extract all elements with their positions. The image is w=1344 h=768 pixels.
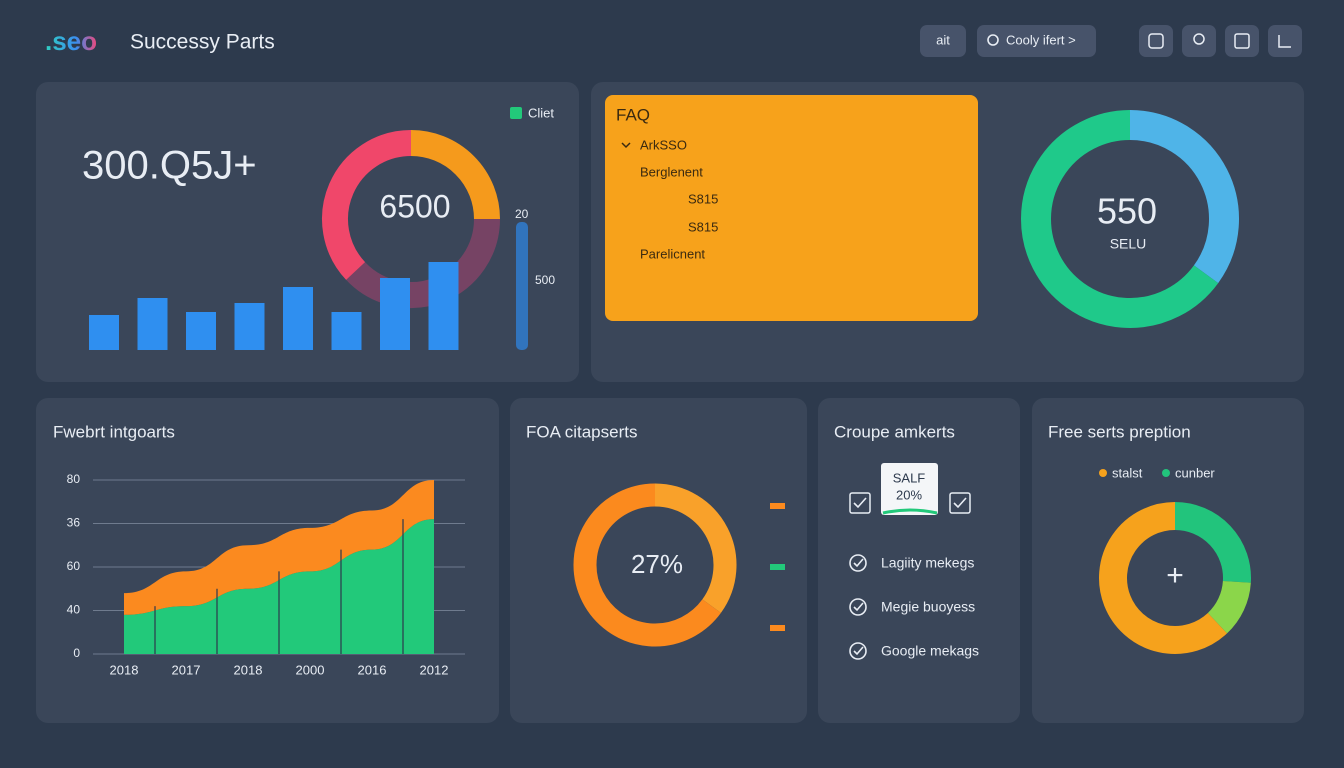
- legend-dot: [1162, 469, 1170, 477]
- check-circle: [849, 554, 867, 572]
- faq-item[interactable]: Parelicnent: [640, 246, 705, 261]
- check-item[interactable]: Megie buoyess: [881, 599, 975, 615]
- check: [853, 558, 864, 568]
- check: [853, 602, 864, 612]
- panel-title: Fwebrt intgoarts: [53, 422, 175, 441]
- donut-segment: [322, 130, 412, 280]
- legend-swatch: [770, 625, 785, 631]
- donut-segment: [654, 483, 737, 613]
- y-tick-label: 80: [67, 472, 81, 486]
- bar: [89, 315, 119, 350]
- panel-title: Croupe amkerts: [834, 422, 955, 441]
- search-box[interactable]: [977, 25, 1096, 57]
- bar: [380, 278, 410, 350]
- y-tick-label: 40: [67, 603, 81, 617]
- donut-subtitle: SELU: [1110, 236, 1147, 252]
- button[interactable]: [920, 25, 966, 57]
- donut-segment: [1174, 502, 1251, 583]
- bar: [283, 287, 313, 350]
- icon: [1148, 33, 1164, 49]
- icon-button[interactable]: [1225, 25, 1259, 57]
- faq-item[interactable]: ArkSSO: [640, 137, 687, 152]
- faq-item[interactable]: S815: [688, 219, 718, 234]
- legend-label: cunber: [1175, 465, 1215, 480]
- bar: [137, 298, 168, 350]
- legend-swatch: [770, 503, 785, 509]
- check-item[interactable]: Lagiity mekegs: [881, 555, 974, 571]
- donut-segment: [573, 483, 721, 647]
- x-tick-label: 2016: [358, 662, 387, 677]
- faq-item[interactable]: S815: [688, 191, 718, 206]
- search-icon: [987, 34, 999, 46]
- donut-center: 550: [1097, 191, 1157, 232]
- bar: [331, 312, 362, 350]
- badge: [881, 463, 938, 515]
- check: [853, 646, 864, 656]
- x-tick-label: 2017: [172, 662, 201, 677]
- button-label[interactable]: ait: [936, 32, 950, 47]
- icon-button[interactable]: [1182, 25, 1216, 57]
- donut-center: 27%: [631, 549, 683, 579]
- y-tick-label: 36: [67, 516, 81, 530]
- icon: [1278, 35, 1291, 48]
- panel: [818, 398, 1020, 723]
- badge-label: SALF: [893, 470, 926, 485]
- slider: [516, 222, 528, 350]
- x-tick-label: 2000: [296, 662, 325, 677]
- donut-segment: [1099, 502, 1228, 654]
- checkbox[interactable]: [949, 492, 971, 514]
- area: [124, 480, 434, 615]
- legend-label: stalst: [1112, 465, 1143, 480]
- x-tick-label: 2018: [110, 662, 139, 677]
- check: [853, 497, 867, 509]
- bar: [428, 262, 459, 350]
- checklist: Lagiity mekegs Megie buoyess Google meka…: [849, 554, 979, 660]
- check-circle: [849, 598, 867, 616]
- icon-button[interactable]: [1139, 25, 1173, 57]
- badge-accent: [882, 508, 938, 515]
- donut-segment: [1021, 110, 1219, 328]
- bar: [186, 312, 216, 350]
- legend-swatch: [770, 564, 785, 570]
- x-tick-label: 2012: [420, 662, 449, 677]
- headline: 300.Q5J+: [82, 144, 257, 188]
- panel-title: FOA citapserts: [526, 422, 637, 441]
- check-circle: [849, 642, 867, 660]
- faq-item[interactable]: Berglenent: [640, 164, 703, 179]
- scale-label: 20: [515, 207, 529, 221]
- icon-buttons: [1139, 25, 1302, 57]
- donut-center: 6500: [379, 188, 450, 224]
- app-title: Successy Parts: [130, 31, 275, 54]
- check-item[interactable]: Google mekags: [881, 643, 979, 659]
- legend-label: Cliet: [528, 105, 554, 120]
- legend-swatch: [510, 107, 522, 119]
- badge-label: 20%: [896, 487, 922, 502]
- donut-segment: [1207, 580, 1251, 634]
- icon-button[interactable]: [1268, 25, 1302, 57]
- y-tick-label: 60: [67, 559, 81, 573]
- search-label[interactable]: Cooly ifert >: [1006, 32, 1076, 47]
- faq-card: [605, 95, 978, 321]
- donut-segment: [1129, 110, 1239, 284]
- x-tick-label: 2018: [234, 662, 263, 677]
- faq-title: FAQ: [616, 105, 650, 124]
- scale-label: 500: [535, 273, 555, 287]
- icon: [1193, 33, 1205, 45]
- logo: .seo: [45, 26, 97, 56]
- donut-segment: [410, 130, 500, 220]
- legend-dot: [1099, 469, 1107, 477]
- bar: [234, 303, 265, 350]
- icon: [1234, 33, 1250, 49]
- panel-title: Free serts preption: [1048, 422, 1191, 441]
- chevron: [621, 142, 631, 149]
- panel: [1032, 398, 1304, 723]
- check: [953, 497, 967, 509]
- y-tick-label: 0: [73, 646, 80, 660]
- checkbox[interactable]: [849, 492, 871, 514]
- panel: [510, 398, 807, 723]
- donut-center: +: [1166, 559, 1184, 592]
